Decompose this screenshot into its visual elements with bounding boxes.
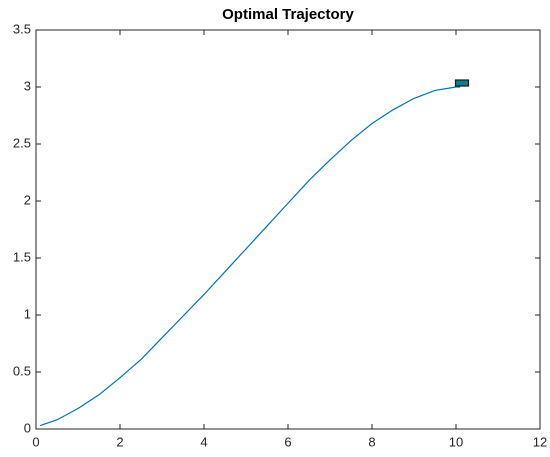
y-tick-label: 1.5 xyxy=(13,249,31,264)
x-tick-label: 4 xyxy=(200,434,207,449)
y-tick-label: 2 xyxy=(24,192,31,207)
vehicle-marker xyxy=(454,79,470,87)
chart-title: Optimal Trajectory xyxy=(222,6,354,23)
x-tick-label: 0 xyxy=(32,434,39,449)
y-tick-label: 3.5 xyxy=(13,21,31,36)
x-tick-label: 2 xyxy=(116,434,123,449)
y-tick-label: 2.5 xyxy=(13,135,31,150)
x-tick-label: 10 xyxy=(449,434,463,449)
x-tick-label: 8 xyxy=(368,434,375,449)
trajectory-line xyxy=(40,86,461,427)
y-tick-label: 1 xyxy=(24,306,31,321)
y-tick-label: 0.5 xyxy=(13,363,31,378)
y-tick-label: 3 xyxy=(24,78,31,93)
y-tick-label: 0 xyxy=(24,420,31,435)
x-tick-label: 6 xyxy=(284,434,291,449)
x-tick-label: 12 xyxy=(533,434,547,449)
